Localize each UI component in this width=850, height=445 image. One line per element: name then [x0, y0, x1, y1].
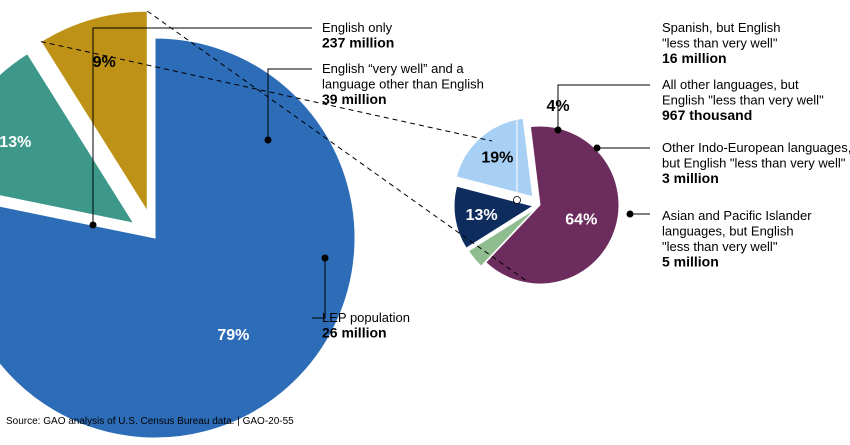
english-only-amount: 237 million [322, 35, 394, 51]
asian-pacific-leader-dot [626, 210, 634, 218]
lep-label-line-1: LEP population [322, 310, 410, 325]
all-other-label-line-1: All other languages, but [662, 77, 799, 92]
connector-line-bottom [147, 10, 529, 283]
pie-1-slice-1-percent-label: 79% [217, 327, 249, 344]
connector-line-top [40, 41, 493, 142]
english-only-label-line-1: English only [322, 20, 393, 35]
pie-2: 64%4%13%19% [453, 98, 620, 285]
english-very-well-label-line-2: language other than English [322, 77, 484, 92]
english-very-well-leader-line [267, 68, 312, 140]
pie-1-slice-2-percent-label: 13% [0, 134, 31, 151]
lep-leader-line [312, 258, 326, 319]
english-only-leader-dot [89, 221, 97, 229]
spanish-amount: 16 million [662, 50, 727, 66]
asian-pacific-amount: 5 million [662, 254, 719, 270]
pie-2-slice-1-percent-label: 64% [565, 212, 597, 229]
all-other-leader-dot [554, 126, 562, 134]
english-very-well-label-line-1: English “very well” and a [322, 61, 464, 76]
pie-1-slice-3-percent-label: 9% [93, 54, 116, 71]
pie-2-slice-1 [484, 125, 620, 285]
english-very-well-leader-dot [264, 136, 272, 144]
pie-2-slice-4-percent-label: 19% [481, 149, 513, 166]
asian-pacific-label-line-1: Asian and Pacific Islander [662, 208, 812, 223]
all-other-label-line-2: English "less than very well" [662, 93, 824, 108]
spanish-leader-dot [513, 196, 521, 204]
all-other-amount: 967 thousand [662, 107, 752, 123]
pie-2-slice-3-percent-label: 13% [466, 207, 498, 224]
lep-amount: 26 million [322, 325, 387, 341]
indo-european-label-line-1: Other Indo-European languages, [662, 140, 850, 155]
indo-european-callout: Other Indo-European languages,but Englis… [662, 140, 850, 186]
pie-2-slice-3 [453, 185, 535, 249]
pie-1-slice-3 [40, 10, 148, 213]
asian-pacific-label-line-2: languages, but English [662, 224, 794, 239]
lep-leader-dot [321, 254, 329, 262]
source-note: Source: GAO analysis of U.S. Census Bure… [6, 416, 294, 427]
pie-1: 79% 13% 9% [0, 10, 356, 439]
asian-pacific-label-line-3: "less than very well" [662, 239, 778, 254]
indo-european-label-line-2: but English "less than very well" [662, 156, 846, 171]
spanish-label-line-1: Spanish, but English [662, 20, 781, 35]
spanish-callout: Spanish, but English"less than very well… [662, 20, 781, 66]
spanish-leader-line [516, 27, 650, 200]
indo-european-leader-dot [593, 144, 601, 152]
spanish-label-line-2: "less than very well" [662, 36, 778, 51]
all-other-leader-line [557, 84, 650, 130]
pie-1-slice-2 [0, 53, 135, 224]
english-only-leader-line [92, 27, 312, 225]
english-very-well-amount: 39 million [322, 91, 387, 107]
indo-european-amount: 3 million [662, 170, 719, 186]
